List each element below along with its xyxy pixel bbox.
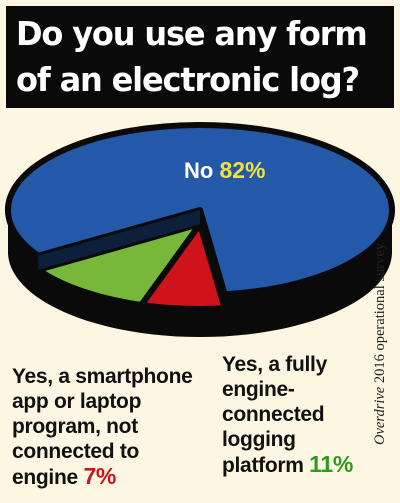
title-line-1: Do you use any form	[16, 14, 368, 53]
engine-slice-label: Yes, a fully engine- connected logging p…	[222, 352, 353, 478]
smartphone-slice-label: Yes, a smartphone app or laptop program,…	[12, 364, 193, 490]
title-banner: Do you use any form of an electronic log…	[6, 6, 394, 108]
smartphone-percent-label: 7%	[83, 463, 117, 489]
no-label-text: No	[184, 158, 214, 183]
survey-credit: Overdrive 2016 operational survey	[372, 243, 389, 445]
slice-engine	[35, 221, 203, 308]
smartphone-label-line-1: Yes, a smartphone	[12, 365, 193, 388]
engine-label-line-1: Yes, a fully	[222, 353, 327, 376]
smartphone-label-line-5: engine	[12, 466, 78, 489]
engine-percent-label: 11%	[309, 451, 354, 477]
engine-label-line-4: logging	[222, 428, 296, 451]
smartphone-label-line-4: connected to	[12, 440, 140, 463]
slice-inner-wall	[38, 210, 200, 270]
credit-rest: 2016 operational survey	[372, 242, 388, 387]
slice-no	[5, 122, 395, 298]
smartphone-label-line-3: program, not	[12, 415, 138, 438]
no-slice-label: No 82%	[184, 157, 266, 184]
engine-label-line-5: platform	[222, 454, 304, 477]
title-line-2: of an electronic log?	[16, 60, 360, 99]
credit-publication: Overdrive	[372, 386, 388, 445]
engine-label-line-2: engine-	[222, 378, 295, 401]
engine-label-line-3: connected	[222, 403, 325, 426]
no-percent-label: 82%	[219, 157, 266, 183]
smartphone-label-line-2: app or laptop	[12, 390, 142, 413]
